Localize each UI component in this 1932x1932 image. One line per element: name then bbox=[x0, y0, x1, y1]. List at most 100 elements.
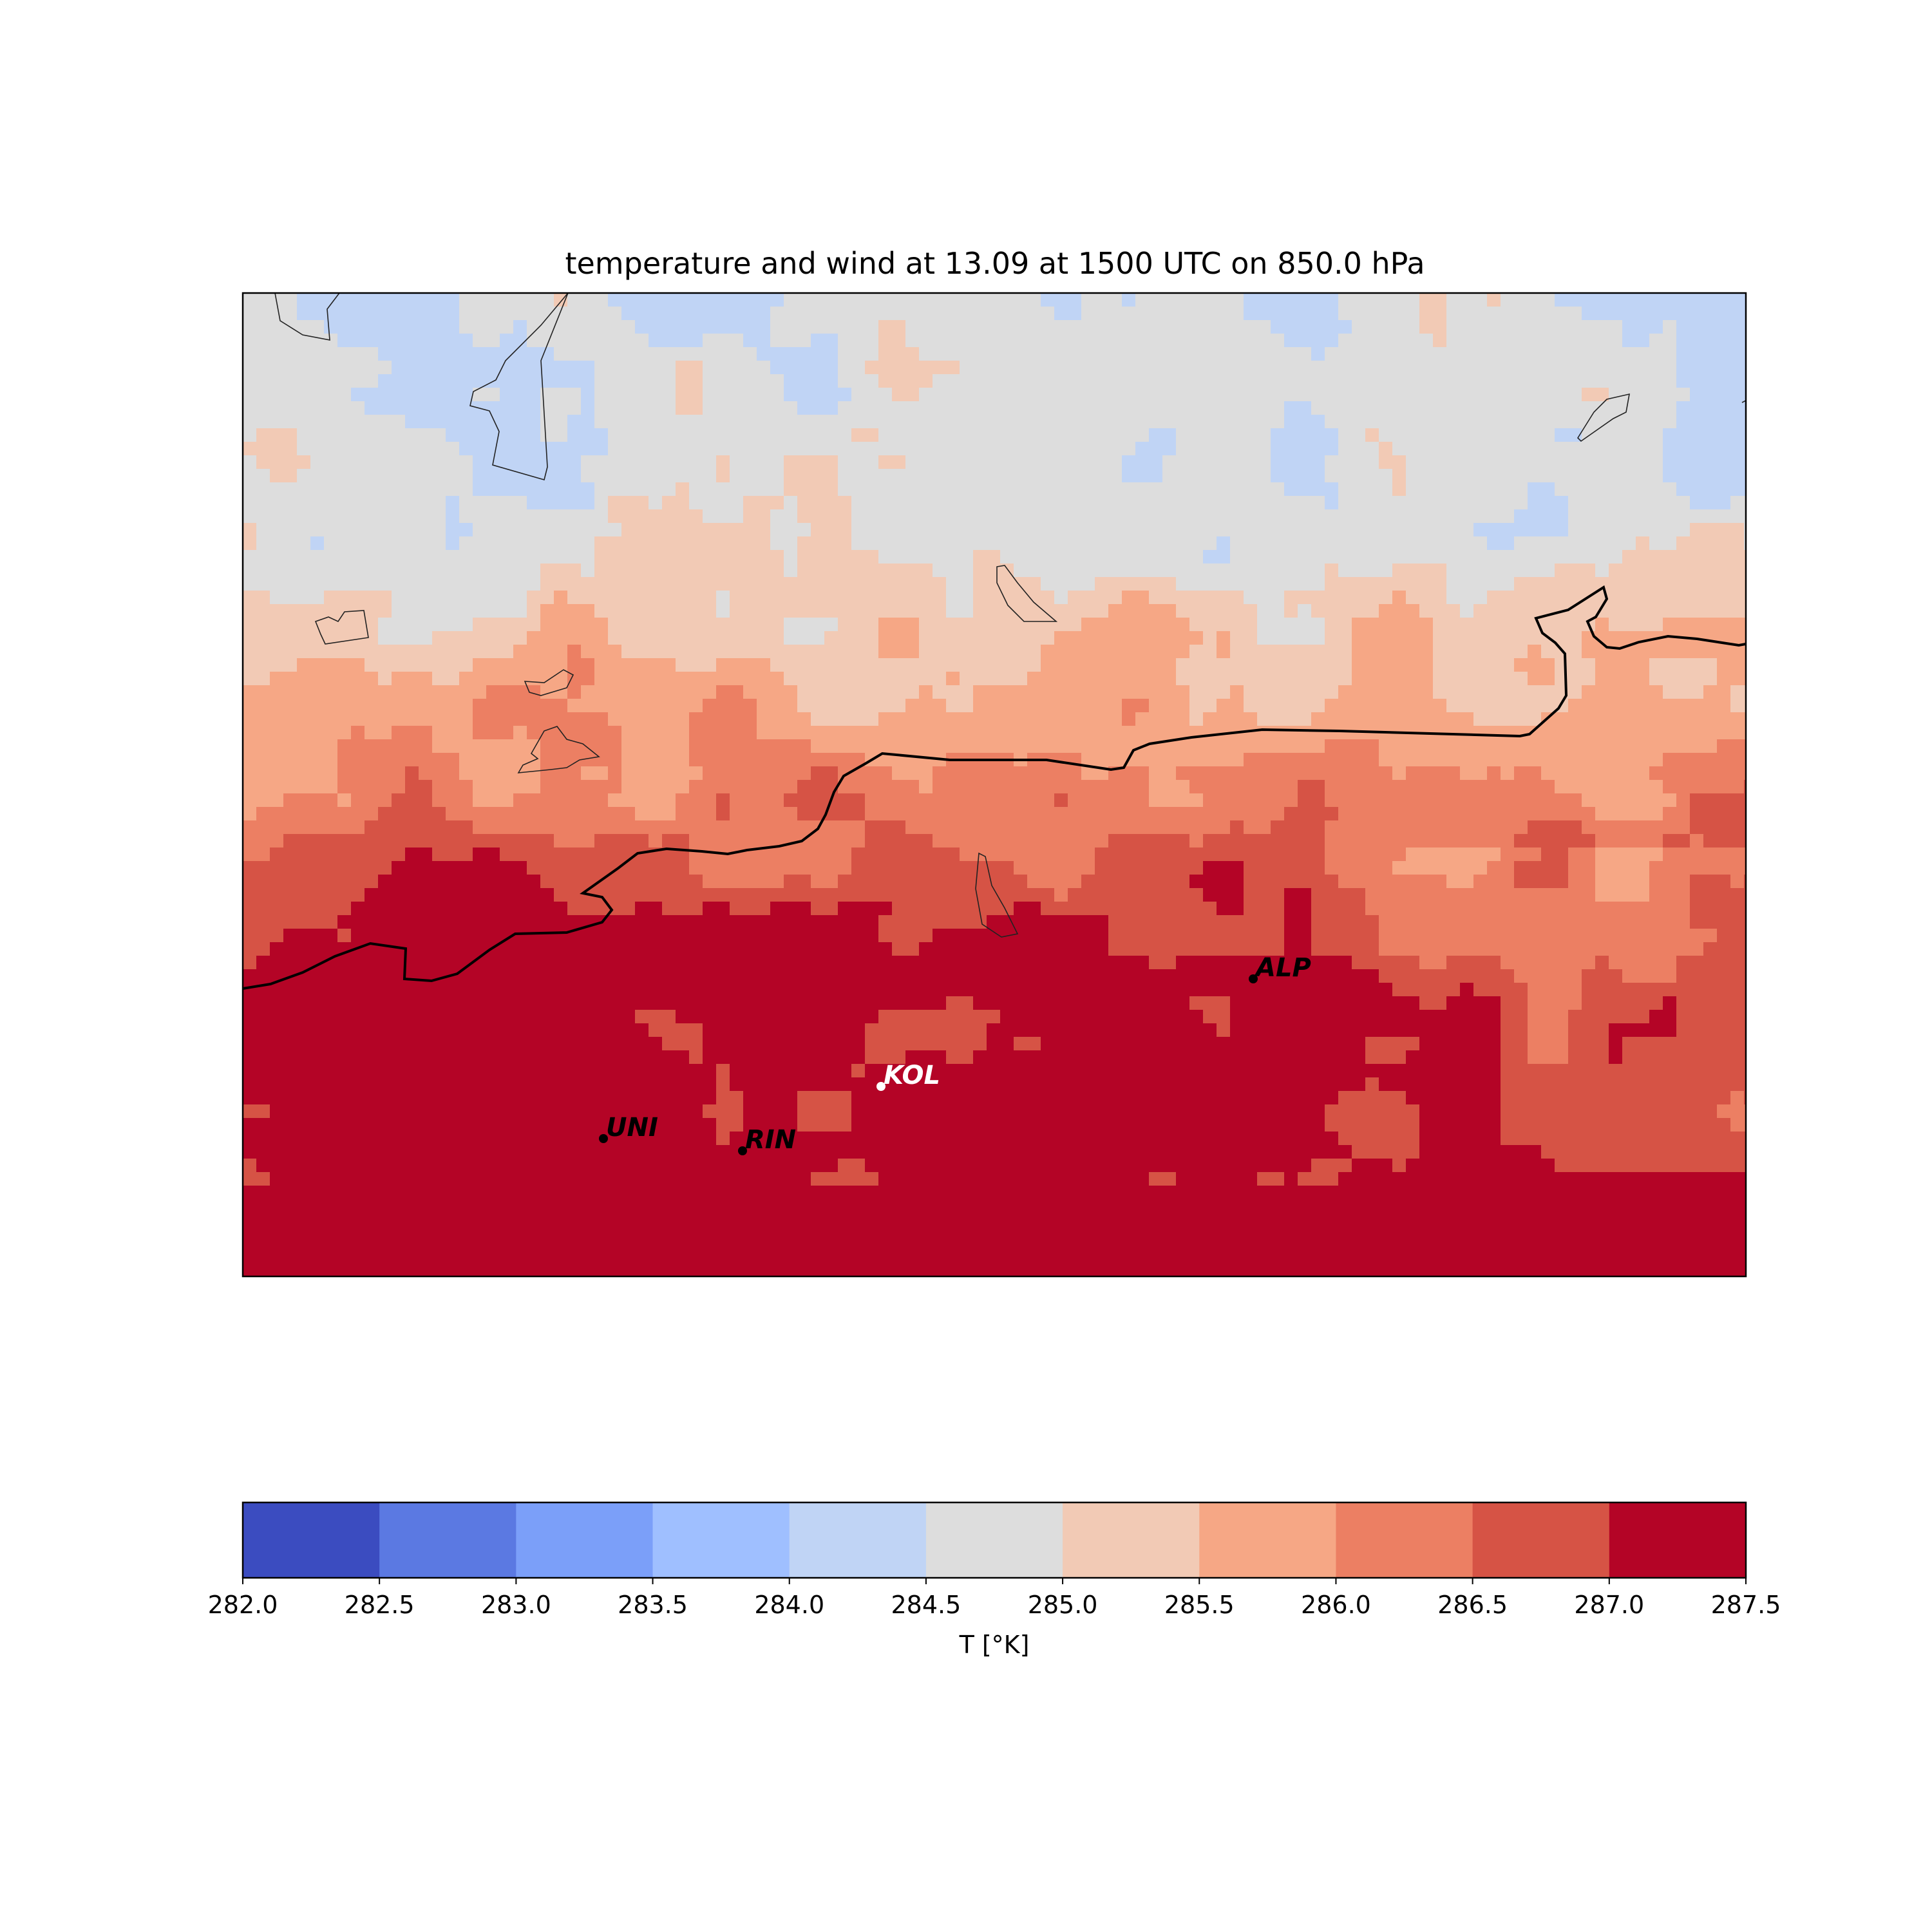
temperature-cell bbox=[1068, 604, 1082, 618]
temperature-cell bbox=[1717, 577, 1731, 591]
temperature-cell bbox=[689, 766, 703, 781]
temperature-cell bbox=[933, 739, 947, 753]
temperature-cell bbox=[432, 861, 446, 875]
temperature-cell bbox=[1649, 307, 1663, 321]
temperature-cell bbox=[365, 482, 379, 497]
temperature-cell bbox=[337, 347, 352, 361]
temperature-cell bbox=[419, 415, 433, 429]
temperature-cell bbox=[933, 712, 947, 726]
temperature-cell bbox=[1244, 604, 1258, 618]
temperature-cell bbox=[1257, 726, 1271, 740]
temperature-cell bbox=[351, 658, 365, 672]
temperature-cell bbox=[446, 712, 460, 726]
temperature-cell bbox=[392, 536, 406, 551]
temperature-cell bbox=[1406, 469, 1420, 483]
temperature-cell bbox=[784, 848, 798, 862]
temperature-cell bbox=[243, 320, 257, 334]
temperature-cell bbox=[1609, 875, 1623, 889]
temperature-cell bbox=[1501, 591, 1515, 605]
temperature-cell bbox=[419, 875, 433, 889]
temperature-cell bbox=[730, 618, 744, 632]
temperature-cell bbox=[851, 320, 866, 334]
temperature-cell bbox=[1446, 428, 1461, 442]
temperature-cell bbox=[1257, 712, 1271, 726]
temperature-cell bbox=[243, 334, 257, 348]
temperature-cell bbox=[473, 875, 487, 889]
temperature-cell bbox=[1135, 347, 1150, 361]
temperature-cell bbox=[933, 861, 947, 875]
temperature-cell bbox=[365, 834, 379, 848]
temperature-cell bbox=[919, 618, 933, 632]
temperature-cell bbox=[1744, 442, 1746, 456]
temperature-cell bbox=[392, 766, 406, 781]
temperature-cell bbox=[1622, 848, 1636, 862]
temperature-cell bbox=[1663, 726, 1677, 740]
temperature-cell bbox=[649, 699, 663, 713]
temperature-cell bbox=[919, 415, 933, 429]
temperature-cell bbox=[594, 658, 609, 672]
temperature-cell bbox=[1041, 482, 1055, 497]
temperature-cell bbox=[459, 509, 473, 524]
temperature-cell bbox=[1365, 428, 1379, 442]
temperature-cell bbox=[1189, 550, 1204, 564]
temperature-cell bbox=[662, 631, 676, 645]
temperature-cell bbox=[621, 888, 636, 902]
temperature-cell bbox=[1365, 361, 1379, 375]
temperature-cell bbox=[784, 699, 798, 713]
temperature-cell bbox=[1027, 888, 1041, 902]
temperature-cell bbox=[1487, 401, 1501, 415]
temperature-cell bbox=[459, 577, 473, 591]
temperature-cell bbox=[270, 428, 284, 442]
temperature-cell bbox=[703, 361, 717, 375]
temperature-cell bbox=[1433, 766, 1447, 781]
temperature-cell bbox=[1230, 739, 1244, 753]
temperature-cell bbox=[324, 848, 338, 862]
temperature-cell bbox=[1717, 739, 1731, 753]
temperature-cell bbox=[1027, 509, 1041, 524]
temperature-cell bbox=[838, 820, 852, 835]
temperature-cell bbox=[946, 658, 960, 672]
temperature-cell bbox=[1176, 618, 1190, 632]
temperature-cell bbox=[365, 604, 379, 618]
temperature-cell bbox=[1568, 753, 1582, 767]
temperature-cell bbox=[919, 753, 933, 767]
temperature-cell bbox=[1352, 861, 1366, 875]
temperature-cell bbox=[1406, 374, 1420, 388]
temperature-cell bbox=[1582, 347, 1596, 361]
temperature-cell bbox=[1271, 361, 1285, 375]
temperature-cell bbox=[757, 875, 771, 889]
temperature-cell bbox=[608, 334, 622, 348]
temperature-cell bbox=[1392, 685, 1406, 699]
temperature-cell bbox=[473, 820, 487, 835]
temperature-cell bbox=[1730, 848, 1745, 862]
temperature-cell bbox=[1365, 482, 1379, 497]
temperature-cell bbox=[946, 482, 960, 497]
temperature-cell bbox=[1149, 604, 1163, 618]
temperature-cell bbox=[1379, 631, 1393, 645]
temperature-cell bbox=[757, 334, 771, 348]
temperature-cell bbox=[1000, 699, 1014, 713]
temperature-cell bbox=[757, 347, 771, 361]
temperature-cell bbox=[1365, 347, 1379, 361]
temperature-cell bbox=[1162, 320, 1177, 334]
temperature-cell bbox=[1406, 685, 1420, 699]
temperature-cell bbox=[933, 307, 947, 321]
temperature-cell bbox=[689, 685, 703, 699]
temperature-cell bbox=[1365, 415, 1379, 429]
temperature-cell bbox=[1000, 618, 1014, 632]
temperature-cell bbox=[1514, 807, 1528, 821]
temperature-cell bbox=[1365, 780, 1379, 794]
temperature-cell bbox=[1703, 739, 1718, 753]
temperature-cell bbox=[608, 848, 622, 862]
temperature-cell bbox=[1541, 645, 1555, 659]
temperature-cell bbox=[1054, 618, 1068, 632]
temperature-cell bbox=[905, 564, 920, 578]
temperature-cell bbox=[310, 875, 325, 889]
temperature-cell bbox=[1487, 739, 1501, 753]
temperature-cell bbox=[1271, 793, 1285, 808]
temperature-cell bbox=[1622, 834, 1636, 848]
temperature-cell bbox=[1582, 645, 1596, 659]
temperature-cell bbox=[689, 374, 703, 388]
temperature-cell bbox=[1338, 672, 1352, 686]
temperature-cell bbox=[987, 726, 1001, 740]
